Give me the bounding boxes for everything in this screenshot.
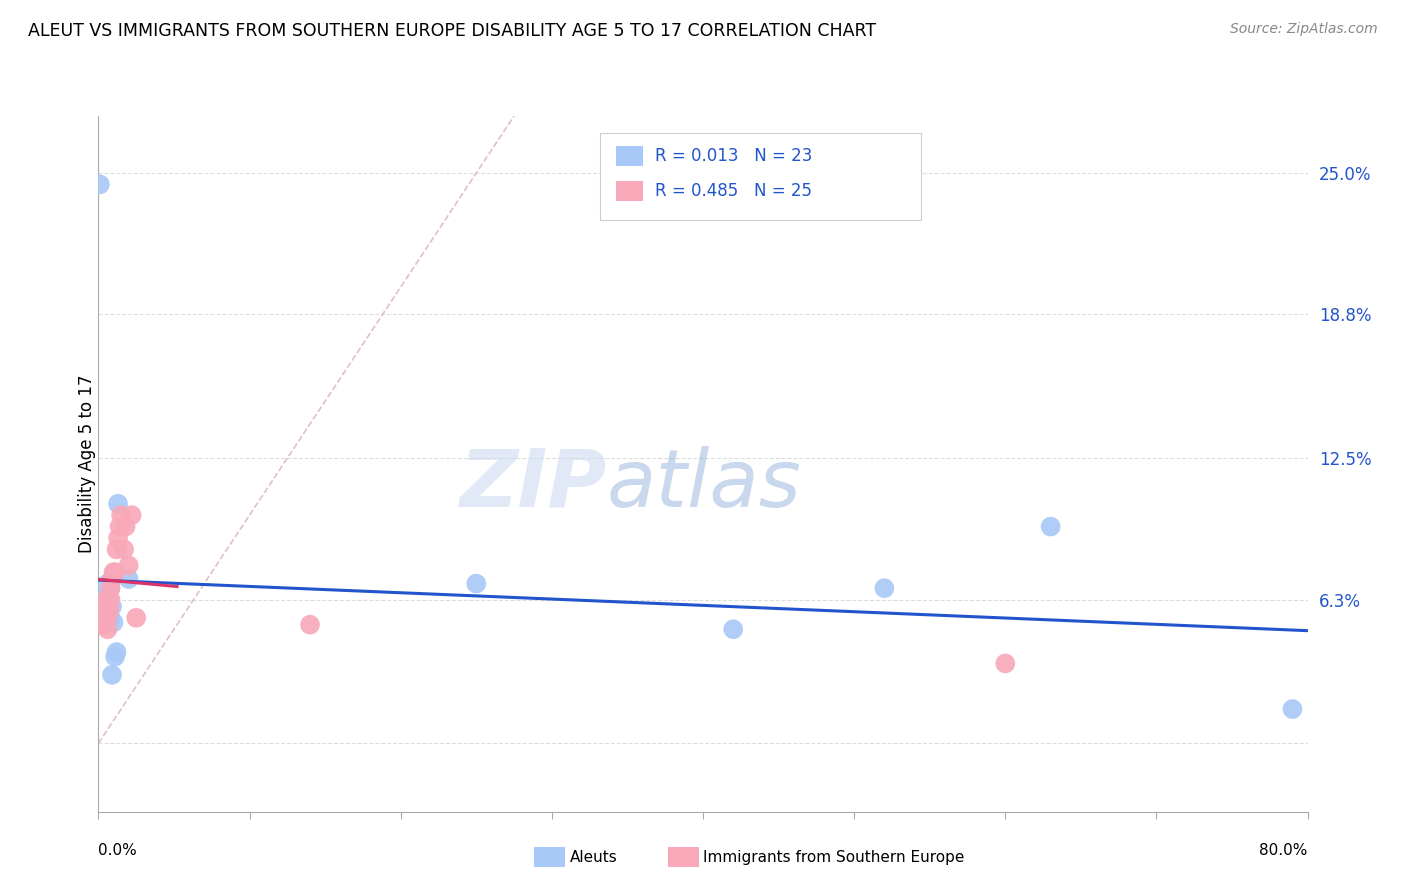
Point bbox=[101, 599, 124, 614]
Point bbox=[121, 508, 143, 523]
Point bbox=[108, 519, 131, 533]
Point bbox=[105, 542, 128, 557]
Point bbox=[1039, 519, 1062, 533]
Text: R = 0.485   N = 25: R = 0.485 N = 25 bbox=[655, 182, 811, 200]
Point bbox=[93, 592, 115, 607]
Bar bbox=[616, 146, 643, 166]
Point bbox=[103, 615, 125, 630]
Point bbox=[107, 531, 129, 545]
Point bbox=[96, 611, 118, 625]
Point bbox=[104, 649, 127, 664]
Point bbox=[101, 572, 124, 586]
Point bbox=[105, 645, 128, 659]
Point bbox=[89, 178, 111, 192]
Point bbox=[96, 576, 118, 591]
Point bbox=[104, 565, 127, 579]
Point bbox=[91, 617, 114, 632]
Point bbox=[93, 604, 115, 618]
Point bbox=[1281, 702, 1303, 716]
Text: Immigrants from Southern Europe: Immigrants from Southern Europe bbox=[703, 850, 965, 864]
Point bbox=[96, 622, 118, 636]
Point bbox=[994, 657, 1017, 671]
Point bbox=[98, 604, 121, 618]
Y-axis label: Disability Age 5 to 17: Disability Age 5 to 17 bbox=[79, 375, 96, 553]
Point bbox=[112, 542, 135, 557]
Point bbox=[100, 581, 122, 595]
Text: 80.0%: 80.0% bbox=[1260, 843, 1308, 858]
Point bbox=[90, 604, 112, 618]
Text: Source: ZipAtlas.com: Source: ZipAtlas.com bbox=[1230, 22, 1378, 37]
Point bbox=[110, 508, 132, 523]
Text: R = 0.013   N = 23: R = 0.013 N = 23 bbox=[655, 147, 813, 165]
Point bbox=[98, 592, 121, 607]
Point bbox=[94, 592, 117, 607]
Point bbox=[100, 592, 122, 607]
Point bbox=[299, 617, 322, 632]
Point bbox=[873, 581, 896, 595]
Point bbox=[91, 592, 114, 607]
Point bbox=[101, 668, 124, 682]
Text: 0.0%: 0.0% bbox=[98, 843, 138, 858]
Point bbox=[118, 558, 141, 573]
Point bbox=[96, 588, 118, 602]
FancyBboxPatch shape bbox=[600, 134, 921, 220]
Point bbox=[93, 604, 115, 618]
Text: atlas: atlas bbox=[606, 446, 801, 524]
Point bbox=[98, 599, 121, 614]
Point bbox=[94, 592, 117, 607]
Text: Aleuts: Aleuts bbox=[569, 850, 617, 864]
Point bbox=[465, 576, 488, 591]
Point bbox=[114, 519, 136, 533]
Point bbox=[107, 497, 129, 511]
Point bbox=[125, 611, 148, 625]
Text: ALEUT VS IMMIGRANTS FROM SOUTHERN EUROPE DISABILITY AGE 5 TO 17 CORRELATION CHAR: ALEUT VS IMMIGRANTS FROM SOUTHERN EUROPE… bbox=[28, 22, 876, 40]
Point bbox=[721, 622, 744, 636]
Point bbox=[118, 572, 141, 586]
Point bbox=[98, 599, 121, 614]
Text: ZIP: ZIP bbox=[458, 446, 606, 524]
Point bbox=[100, 581, 122, 595]
Bar bbox=[616, 181, 643, 201]
Point bbox=[94, 599, 117, 614]
Point bbox=[100, 611, 122, 625]
Point bbox=[103, 565, 125, 579]
